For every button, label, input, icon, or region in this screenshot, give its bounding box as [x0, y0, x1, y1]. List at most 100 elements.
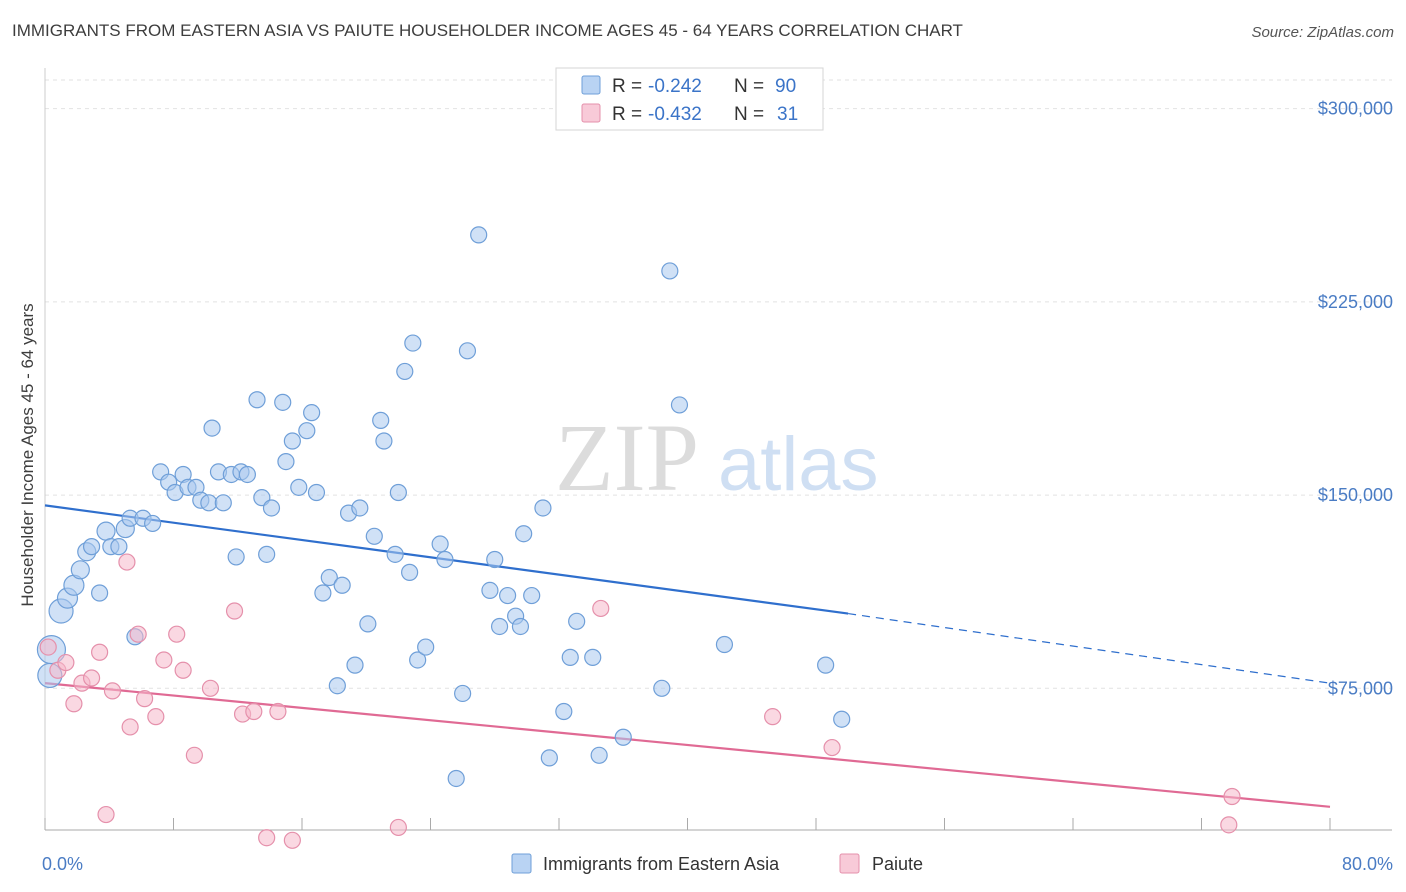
point-series-1-80	[584, 648, 602, 666]
point-series-1-79	[568, 612, 586, 630]
point-series-1-42	[307, 483, 326, 502]
bottom-legend-label-1: Immigrants from Eastern Asia	[543, 854, 780, 874]
point-series-1-50	[359, 615, 377, 633]
watermark-atlas: atlas	[718, 422, 879, 507]
point-series-1-53	[375, 432, 393, 450]
point-series-1-67	[481, 581, 499, 600]
point-series-1-69	[490, 617, 509, 636]
point-series-1-78	[561, 648, 579, 666]
point-series-1-86	[715, 635, 734, 654]
point-series-1-75	[534, 499, 552, 517]
point-series-1-11	[110, 538, 128, 556]
watermark: ZIP atlas	[555, 404, 879, 511]
point-series-2-9	[118, 553, 136, 571]
point-series-1-73	[515, 525, 533, 543]
point-series-2-7	[97, 805, 115, 824]
point-series-2-13	[147, 708, 165, 726]
y-tick-label-2: $225,000	[1318, 292, 1393, 312]
point-series-2-23	[269, 702, 287, 721]
point-series-1-55	[389, 483, 407, 502]
legend-n-label-1: N =	[734, 76, 764, 97]
legend-swatch-series-2	[581, 103, 601, 123]
legend-n-value-1: 90	[775, 76, 796, 97]
point-series-1-46	[333, 576, 351, 594]
point-series-1-43	[314, 584, 332, 602]
point-series-1-66	[470, 226, 488, 244]
point-series-1-62	[436, 550, 454, 569]
point-series-1-16	[144, 514, 162, 533]
point-series-2-14	[155, 651, 173, 669]
legend-r-value-1: -0.242	[648, 76, 702, 97]
point-series-2-11	[129, 625, 147, 643]
point-series-1-84	[661, 262, 679, 280]
point-series-2-30	[1220, 816, 1238, 834]
data-points	[36, 226, 1241, 849]
point-series-1-35	[262, 499, 281, 517]
point-series-1-87	[817, 656, 835, 674]
point-series-1-5	[70, 560, 90, 580]
point-series-1-25	[203, 419, 221, 437]
point-series-1-81	[590, 746, 608, 764]
bottom-legend-swatch-2	[839, 853, 860, 874]
point-series-1-27	[214, 494, 232, 512]
point-series-1-74	[523, 586, 541, 605]
point-series-1-8	[91, 584, 109, 602]
point-series-1-70	[499, 586, 517, 605]
point-series-2-3	[65, 695, 83, 713]
point-series-1-58	[404, 334, 422, 352]
point-series-1-38	[283, 432, 301, 450]
point-series-1-49	[351, 499, 369, 517]
point-series-1-63	[447, 769, 465, 788]
point-series-2-10	[121, 718, 139, 736]
trend-extension-series-1	[848, 612, 1331, 684]
point-series-2-16	[174, 661, 192, 679]
point-series-1-9	[96, 521, 116, 541]
point-series-1-54	[386, 545, 404, 563]
point-series-1-39	[290, 478, 308, 496]
x-tick-label-0: 0.0%	[42, 854, 83, 874]
y-tick-label-3: $300,000	[1318, 99, 1393, 119]
point-series-1-85	[670, 396, 689, 414]
point-series-1-45	[328, 677, 346, 695]
point-series-1-37	[277, 452, 295, 471]
point-series-2-0	[39, 638, 57, 656]
point-series-1-57	[401, 563, 419, 581]
point-series-1-64	[454, 684, 472, 703]
point-series-1-44	[320, 568, 338, 587]
bottom-legend: Immigrants from Eastern Asia Paiute	[511, 853, 923, 874]
y-tick-label-0: $75,000	[1328, 678, 1393, 698]
point-series-1-82	[614, 728, 632, 746]
legend-n-label-2: N =	[734, 104, 764, 125]
point-series-1-61	[431, 535, 449, 553]
y-axis-label: Householder Income Ages 45 - 64 years	[18, 303, 37, 606]
legend-r-value-2: -0.432	[648, 104, 702, 125]
point-series-2-29	[1223, 787, 1241, 806]
point-series-2-26	[592, 599, 610, 618]
y-tick-labels: $75,000 $150,000 $225,000 $300,000	[1318, 99, 1393, 699]
point-series-1-36	[274, 393, 292, 411]
point-series-1-52	[372, 411, 390, 429]
point-series-2-24	[283, 831, 301, 849]
point-series-1-32	[248, 391, 266, 409]
legend-r-label-1: R =	[612, 76, 642, 97]
point-series-1-83	[653, 679, 671, 697]
point-series-1-41	[303, 404, 321, 422]
point-series-2-17	[185, 746, 203, 764]
point-series-2-5	[82, 669, 101, 687]
chart-source: Source: ZipAtlas.com	[1251, 24, 1394, 41]
point-series-2-8	[103, 682, 122, 700]
point-series-2-2	[57, 653, 75, 672]
point-series-1-48	[346, 656, 364, 674]
point-series-2-19	[225, 602, 244, 620]
point-series-1-59	[409, 651, 427, 669]
point-series-1-72	[511, 617, 530, 636]
watermark-zip: ZIP	[555, 404, 699, 511]
point-series-1-65	[458, 342, 477, 360]
point-series-2-12	[135, 690, 154, 708]
point-series-1-31	[238, 465, 256, 484]
point-series-2-25	[389, 818, 407, 837]
point-series-1-24	[200, 494, 218, 512]
point-series-1-60	[417, 638, 435, 656]
x-tick-label-1: 80.0%	[1342, 854, 1393, 874]
